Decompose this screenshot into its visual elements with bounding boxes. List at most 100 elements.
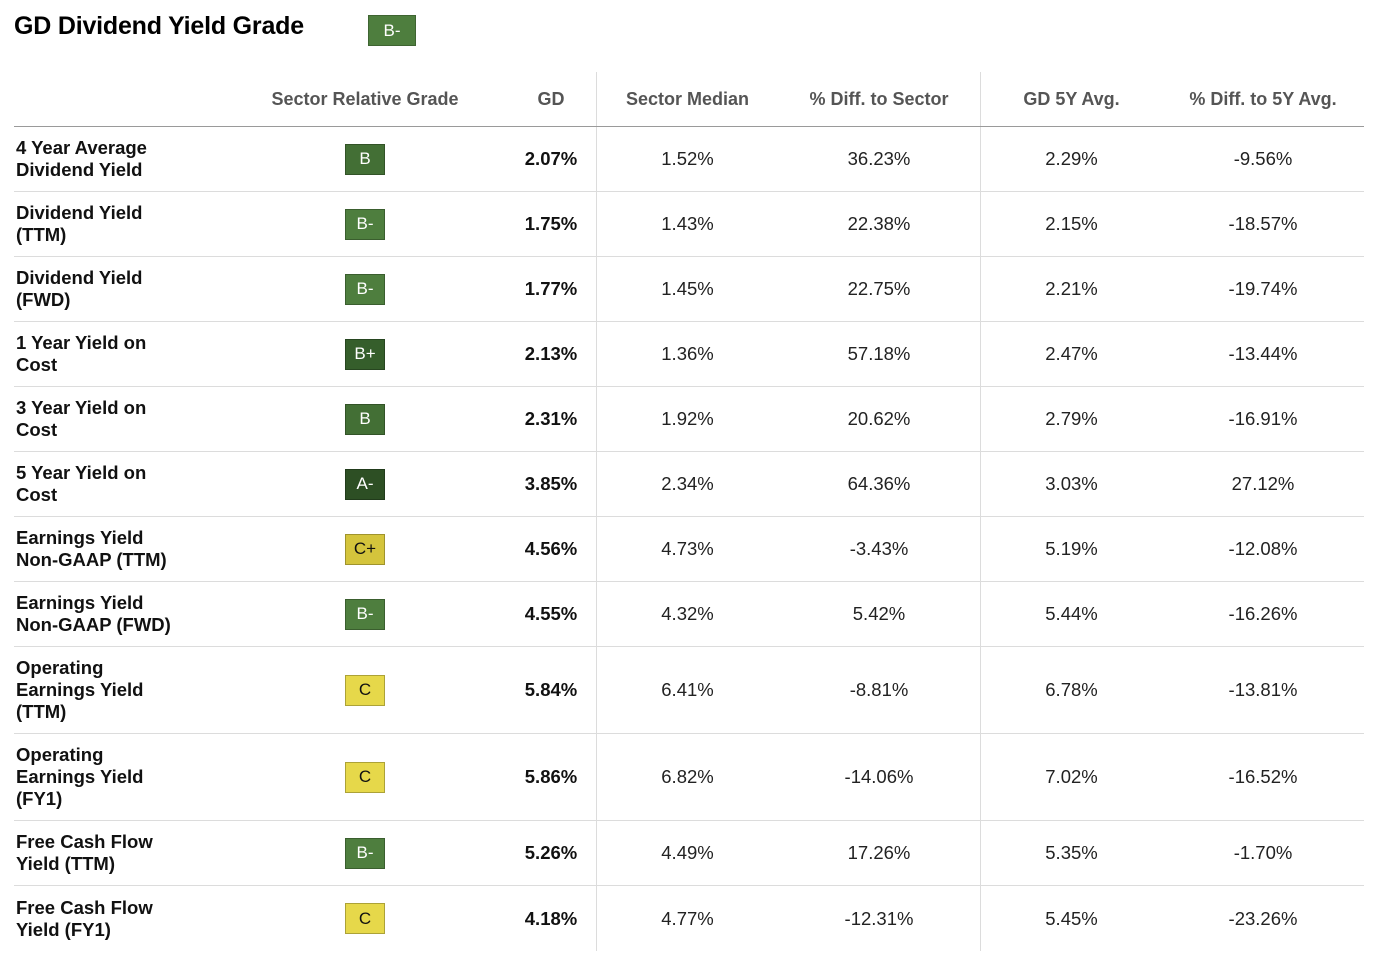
sector-grade-badge: C+ xyxy=(345,533,385,565)
diff-to-5y-avg-cell: -16.26% xyxy=(1228,603,1298,624)
sector-grade-cell: A- xyxy=(224,452,506,516)
sector-grade-cell: B- xyxy=(224,582,506,646)
sector-median-cell: 4.49% xyxy=(596,821,778,885)
sector-grade-cell: C xyxy=(224,886,506,951)
diff-to-5y-avg-cell: -19.74% xyxy=(1228,278,1298,299)
sector-grade-badge: B+ xyxy=(345,338,385,370)
metric-cell: Free Cash Flow Yield (FY1) xyxy=(14,886,224,951)
diff-to-sector-cell: -8.81% xyxy=(849,679,909,700)
table-header-row: Sector Relative Grade GD Sector Median %… xyxy=(14,72,1364,127)
diff-to-sector-cell: 36.23% xyxy=(847,148,911,169)
gd-value-cell: 5.86% xyxy=(524,766,578,787)
metric-label: Earnings Yield Non-GAAP (FWD) xyxy=(16,592,171,635)
diff-to-sector-cell: -12.31% xyxy=(844,907,914,929)
diff-to-5y-avg-cell: -16.91% xyxy=(1228,408,1298,429)
table-row: 3 Year Yield on Cost B 2.31% 1.92% 20.62% 2.7… xyxy=(14,387,1364,452)
table-row: Dividend Yield (TTM) B- 1.75% 1.43% 22.38% 2.… xyxy=(14,192,1364,257)
sector-median-cell: 2.34% xyxy=(596,452,778,516)
sector-grade-badge: A- xyxy=(345,468,385,500)
gd-value-cell: 3.85% xyxy=(524,473,578,494)
diff-to-sector-cell: 57.18% xyxy=(847,343,911,364)
sector-grade-cell: C xyxy=(224,647,506,733)
metric-label: Free Cash Flow Yield (TTM) xyxy=(16,831,153,874)
sector-grade-cell: B- xyxy=(224,257,506,321)
diff-to-sector-cell: -14.06% xyxy=(844,766,914,787)
metric-cell: 3 Year Yield on Cost xyxy=(14,387,224,451)
table-body: 4 Year Average Dividend Yield B 2.07% 1.52%… xyxy=(14,127,1364,951)
metric-label: Operating Earnings Yield (TTM) xyxy=(16,657,144,722)
sector-grade-badge: B- xyxy=(345,273,385,305)
gd-5y-avg-cell: 2.29% xyxy=(980,127,1162,191)
diff-to-5y-avg-cell: -13.44% xyxy=(1228,343,1298,364)
gd-5y-avg-cell: 3.03% xyxy=(980,452,1162,516)
gd-value-cell: 2.13% xyxy=(524,343,578,364)
gd-value-cell: 4.56% xyxy=(524,538,578,559)
diff-to-5y-avg-cell: 27.12% xyxy=(1231,473,1295,494)
column-header-diff-to-5y-avg: % Diff. to 5Y Avg. xyxy=(1189,88,1337,109)
gd-5y-avg-cell: 5.45% xyxy=(980,886,1162,951)
metric-cell: Free Cash Flow Yield (TTM) xyxy=(14,821,224,885)
gd-value-cell: 2.07% xyxy=(524,148,578,169)
sector-grade-badge: B xyxy=(345,403,385,435)
table-row: 1 Year Yield on Cost B+ 2.13% 1.36% 57.18% 2.… xyxy=(14,322,1364,387)
sector-median-cell: 4.77% xyxy=(596,886,778,951)
gd-5y-avg-cell: 2.15% xyxy=(980,192,1162,256)
page-title: GD Dividend Yield Grade xyxy=(14,12,304,40)
diff-to-sector-cell: 22.75% xyxy=(847,278,911,299)
diff-to-5y-avg-cell: -12.08% xyxy=(1228,538,1298,559)
gd-value-cell: 2.31% xyxy=(524,408,578,429)
metric-label: Dividend Yield (TTM) xyxy=(16,202,143,245)
sector-grade-badge: B- xyxy=(345,837,385,869)
column-header-gd: GD xyxy=(537,88,565,109)
sector-grade-cell: C xyxy=(224,734,506,820)
column-header-sector-median: Sector Median xyxy=(596,72,778,126)
table-row: Earnings Yield Non-GAAP (TTM) C+ 4.56% 4.73… xyxy=(14,517,1364,582)
diff-to-5y-avg-cell: -23.26% xyxy=(1228,907,1298,929)
column-header-metric xyxy=(14,72,224,126)
diff-to-sector-cell: 20.62% xyxy=(847,408,911,429)
metric-cell: Operating Earnings Yield (TTM) xyxy=(14,647,224,733)
gd-value-cell: 5.84% xyxy=(524,679,578,700)
sector-grade-badge: B- xyxy=(345,598,385,630)
metric-cell: Dividend Yield (TTM) xyxy=(14,192,224,256)
sector-grade-badge: B xyxy=(345,143,385,175)
gd-5y-avg-cell: 2.47% xyxy=(980,322,1162,386)
gd-5y-avg-cell: 5.19% xyxy=(980,517,1162,581)
sector-grade-badge: C xyxy=(345,761,385,793)
table-row: Free Cash Flow Yield (TTM) B- 5.26% 4.49% 17… xyxy=(14,821,1364,886)
table-row: Dividend Yield (FWD) B- 1.77% 1.45% 22.75% 2.… xyxy=(14,257,1364,322)
sector-median-cell: 1.36% xyxy=(596,322,778,386)
sector-median-cell: 4.32% xyxy=(596,582,778,646)
gd-value-cell: 1.75% xyxy=(524,213,578,234)
overall-grade-badge: B- xyxy=(368,15,416,46)
sector-grade-badge: C xyxy=(345,674,385,706)
sector-grade-cell: B- xyxy=(224,821,506,885)
table-row: 5 Year Yield on Cost A- 3.85% 2.34% 64.36% 3.… xyxy=(14,452,1364,517)
metric-label: 3 Year Yield on Cost xyxy=(16,397,147,440)
diff-to-5y-avg-cell: -16.52% xyxy=(1228,766,1298,787)
sector-median-cell: 1.45% xyxy=(596,257,778,321)
metric-cell: Dividend Yield (FWD) xyxy=(14,257,224,321)
gd-value-cell: 4.18% xyxy=(524,907,578,929)
sector-median-cell: 1.92% xyxy=(596,387,778,451)
metric-label: 5 Year Yield on Cost xyxy=(16,462,147,505)
dividend-yield-table: Sector Relative Grade GD Sector Median %… xyxy=(14,72,1364,951)
metric-cell: Earnings Yield Non-GAAP (FWD) xyxy=(14,582,224,646)
table-row: Operating Earnings Yield (TTM) C 5.84% 6.41… xyxy=(14,647,1364,734)
column-header-diff-to-sector: % Diff. to Sector xyxy=(809,88,949,109)
gd-5y-avg-cell: 7.02% xyxy=(980,734,1162,820)
gd-5y-avg-cell: 2.79% xyxy=(980,387,1162,451)
diff-to-sector-cell: 64.36% xyxy=(847,473,911,494)
sector-grade-badge: C xyxy=(345,903,385,934)
gd-value-cell: 5.26% xyxy=(524,842,578,863)
table-row: Earnings Yield Non-GAAP (FWD) B- 4.55% 4.32… xyxy=(14,582,1364,647)
table-row: Operating Earnings Yield (FY1) C 5.86% 6.82… xyxy=(14,734,1364,821)
diff-to-5y-avg-cell: -18.57% xyxy=(1228,213,1298,234)
sector-grade-cell: B+ xyxy=(224,322,506,386)
sector-median-cell: 1.43% xyxy=(596,192,778,256)
metric-cell: 5 Year Yield on Cost xyxy=(14,452,224,516)
column-header-gd-5y-avg: GD 5Y Avg. xyxy=(980,72,1162,126)
gd-5y-avg-cell: 5.44% xyxy=(980,582,1162,646)
metric-label: Earnings Yield Non-GAAP (TTM) xyxy=(16,527,167,570)
